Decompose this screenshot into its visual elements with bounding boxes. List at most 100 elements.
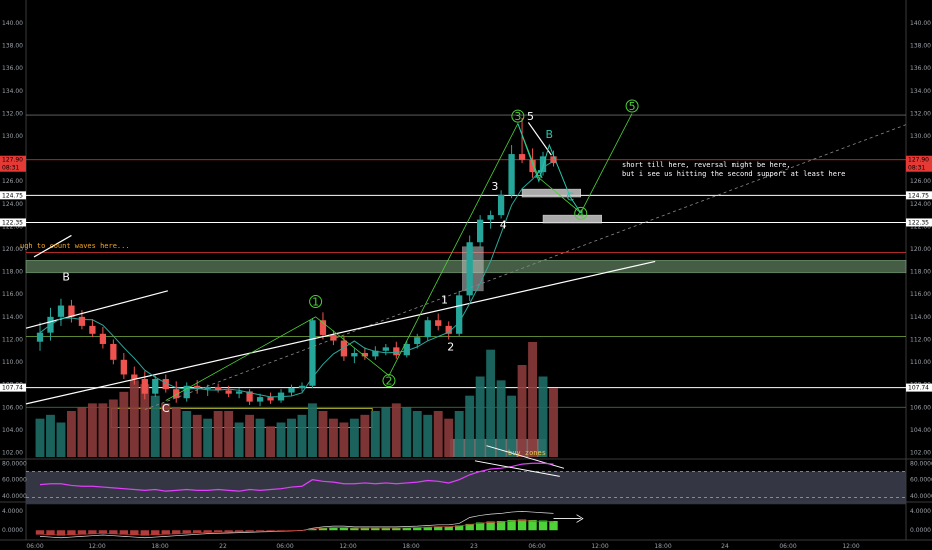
macd-histogram-bar <box>402 527 411 531</box>
x-tick-label: 18:00 <box>151 543 168 550</box>
y-tick-label-left: 118.00 <box>2 269 23 276</box>
y-tick-label-left: 114.00 <box>2 314 23 321</box>
volume-bar <box>349 418 359 457</box>
macd-histogram-bar <box>224 530 233 533</box>
y-tick-label-right: 140.00 <box>910 20 931 27</box>
wave-label: 2 <box>385 375 392 388</box>
y-tick-label-left: 126.00 <box>2 178 23 185</box>
candle-body <box>518 154 526 160</box>
macd-histogram-bar <box>67 530 76 536</box>
volume-bar <box>423 414 433 457</box>
wave-label: 3 <box>491 180 498 193</box>
annotation-left-note: ugh to count waves here... <box>20 242 130 250</box>
y-tick-label-left: 102.00 <box>2 449 23 456</box>
volume-bar <box>287 418 296 457</box>
y-tick-label-right: 126.00 <box>910 178 931 185</box>
y-tick-label-left: 138.00 <box>2 43 23 50</box>
volume-bar <box>538 376 548 457</box>
target-box-1 <box>521 188 581 198</box>
candle-body <box>204 386 211 390</box>
rsi-tick-label-left: 60.0000 <box>2 477 27 484</box>
macd-pane: 4.0000 4.0000 0.0000 0.0000 <box>2 508 931 539</box>
price-badge-sublabel: 08:31 <box>908 165 925 172</box>
volume-bar <box>192 414 202 457</box>
y-tick-label-right: 110.00 <box>910 359 931 366</box>
candle-body <box>173 389 180 399</box>
y-tick-label-right: 114.00 <box>910 314 931 321</box>
wave-label: 2 <box>447 341 454 354</box>
volume-bar <box>328 418 338 457</box>
volume-bar <box>339 422 349 457</box>
macd-histogram-bar <box>234 530 244 532</box>
macd-histogram-bar <box>98 530 108 534</box>
volume-bar <box>391 403 401 457</box>
volume-bar <box>549 388 558 457</box>
macd-histogram-bar <box>371 527 380 531</box>
x-tick-label: 18:00 <box>654 543 671 550</box>
macd-histogram-bar <box>255 530 265 532</box>
candle-body <box>120 359 127 375</box>
candle-body <box>539 156 547 173</box>
price-badge <box>0 218 26 227</box>
y-tick-label-right: 138.00 <box>910 43 931 50</box>
macd-histogram-bar <box>151 530 160 536</box>
wave-label-circle <box>574 206 588 220</box>
x-tick-label: 12:00 <box>591 543 608 550</box>
volume-bar <box>87 403 97 457</box>
y-tick-label-right: 120.00 <box>910 246 931 253</box>
macd-histogram-bar <box>266 530 275 532</box>
y-tick-label-right: 118.00 <box>910 269 931 276</box>
candle-body <box>152 379 159 394</box>
volume-bar <box>171 407 181 457</box>
x-tick-label: 12:00 <box>88 543 105 550</box>
volume-bar <box>507 395 517 457</box>
rsi-tick-label-left: 40.0000 <box>2 493 27 500</box>
macd-histogram-bar <box>465 523 474 531</box>
macd-histogram-bar <box>203 530 212 533</box>
volume-bar <box>161 403 171 457</box>
macd-histogram-bar <box>475 522 485 531</box>
y-tick-label-left: 110.00 <box>2 359 23 366</box>
annotation-note-line-1: short till here, reversal might be here, <box>622 161 791 169</box>
volume-bar <box>444 418 454 457</box>
candle-body <box>351 353 358 357</box>
volume-bar <box>234 422 244 457</box>
macd-histogram-bar <box>360 527 370 531</box>
x-tick-label: 06:00 <box>528 543 545 550</box>
candle-body <box>131 374 138 380</box>
volume-bar <box>297 414 307 457</box>
moving-average-line <box>39 160 554 398</box>
annotation-note-line-2: but i see us hitting the second support … <box>622 170 845 178</box>
volume-bar <box>140 384 150 457</box>
candle-body <box>267 397 274 401</box>
price-badge <box>0 383 26 392</box>
macd-arrow-head <box>576 514 584 523</box>
macd-histogram-bar <box>130 530 139 536</box>
volume-bar <box>276 422 286 457</box>
macd-histogram-bar <box>88 530 97 535</box>
macd-histogram-bar <box>392 527 401 531</box>
price-badge <box>0 155 26 172</box>
volume-bar <box>255 418 265 457</box>
candle-body <box>78 316 86 326</box>
y-tick-label-right: 134.00 <box>910 88 931 95</box>
volume-bar <box>402 407 412 457</box>
volume-bar <box>203 418 213 457</box>
x-tick-label: 12:00 <box>339 543 356 550</box>
candle-body <box>110 343 117 360</box>
price-badge-value: 122.35 <box>2 219 23 226</box>
y-tick-label-left: 116.00 <box>2 291 23 298</box>
wave-label: 5 <box>527 110 534 123</box>
wave-label: B <box>62 271 70 284</box>
annotation-buy-zones: buy zones <box>508 449 546 457</box>
macd-histogram-bar <box>182 530 191 534</box>
y-tick-label-left: 104.00 <box>2 427 23 434</box>
macd-histogram-bar <box>172 530 181 535</box>
x-tick-label: 18:00 <box>402 543 419 550</box>
volume-bar <box>108 399 118 457</box>
y-tick-label-right: 104.00 <box>910 427 931 434</box>
y-tick-label-left: 136.00 <box>2 65 23 72</box>
macd-histogram-bar <box>308 528 317 531</box>
y-tick-label-right: 112.00 <box>910 336 931 343</box>
